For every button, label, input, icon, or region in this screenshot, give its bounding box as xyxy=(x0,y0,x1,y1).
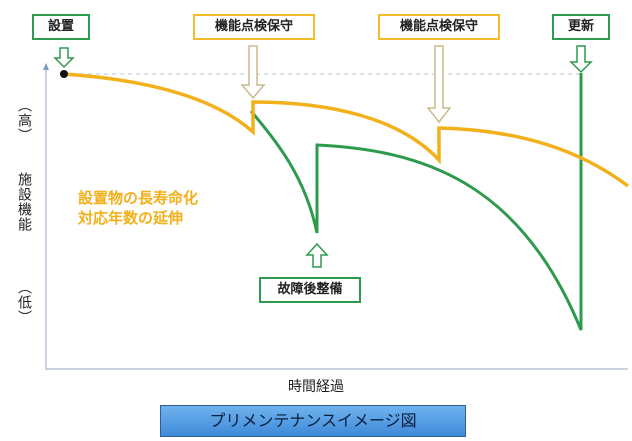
install-label: 設置 xyxy=(32,14,90,40)
y-axis-label: 施設機能 xyxy=(16,172,32,232)
y-axis-low-label: （低） xyxy=(16,280,32,325)
caption-banner: プリメンテナンスイメージ図 xyxy=(160,405,466,437)
y-axis-high-label: （高） xyxy=(16,98,32,143)
annotation-text: 設置物の長寿命化 対応年数の延伸 xyxy=(78,188,198,228)
annotation-line-1: 設置物の長寿命化 xyxy=(78,189,199,207)
breakdown-maintenance-curve xyxy=(249,73,583,331)
x-axis-label: 時間経過 xyxy=(288,379,344,395)
y-axis-arrowhead xyxy=(43,63,49,70)
check2-label: 機能点検保守 xyxy=(378,14,500,40)
check2-arrow-icon xyxy=(426,45,452,124)
check1-arrow-icon xyxy=(240,45,266,100)
renew-label: 更新 xyxy=(552,14,610,40)
annotation-line-2: 対応年数の延伸 xyxy=(78,209,184,227)
check1-label: 機能点検保守 xyxy=(193,14,315,40)
repair-arrow-icon xyxy=(305,242,329,268)
install-arrow-icon xyxy=(53,47,75,69)
repair-label: 故障後整備 xyxy=(259,277,361,303)
preventive-maintenance-curve xyxy=(63,72,630,188)
install-point xyxy=(60,70,68,78)
renew-arrow-icon xyxy=(569,45,593,74)
